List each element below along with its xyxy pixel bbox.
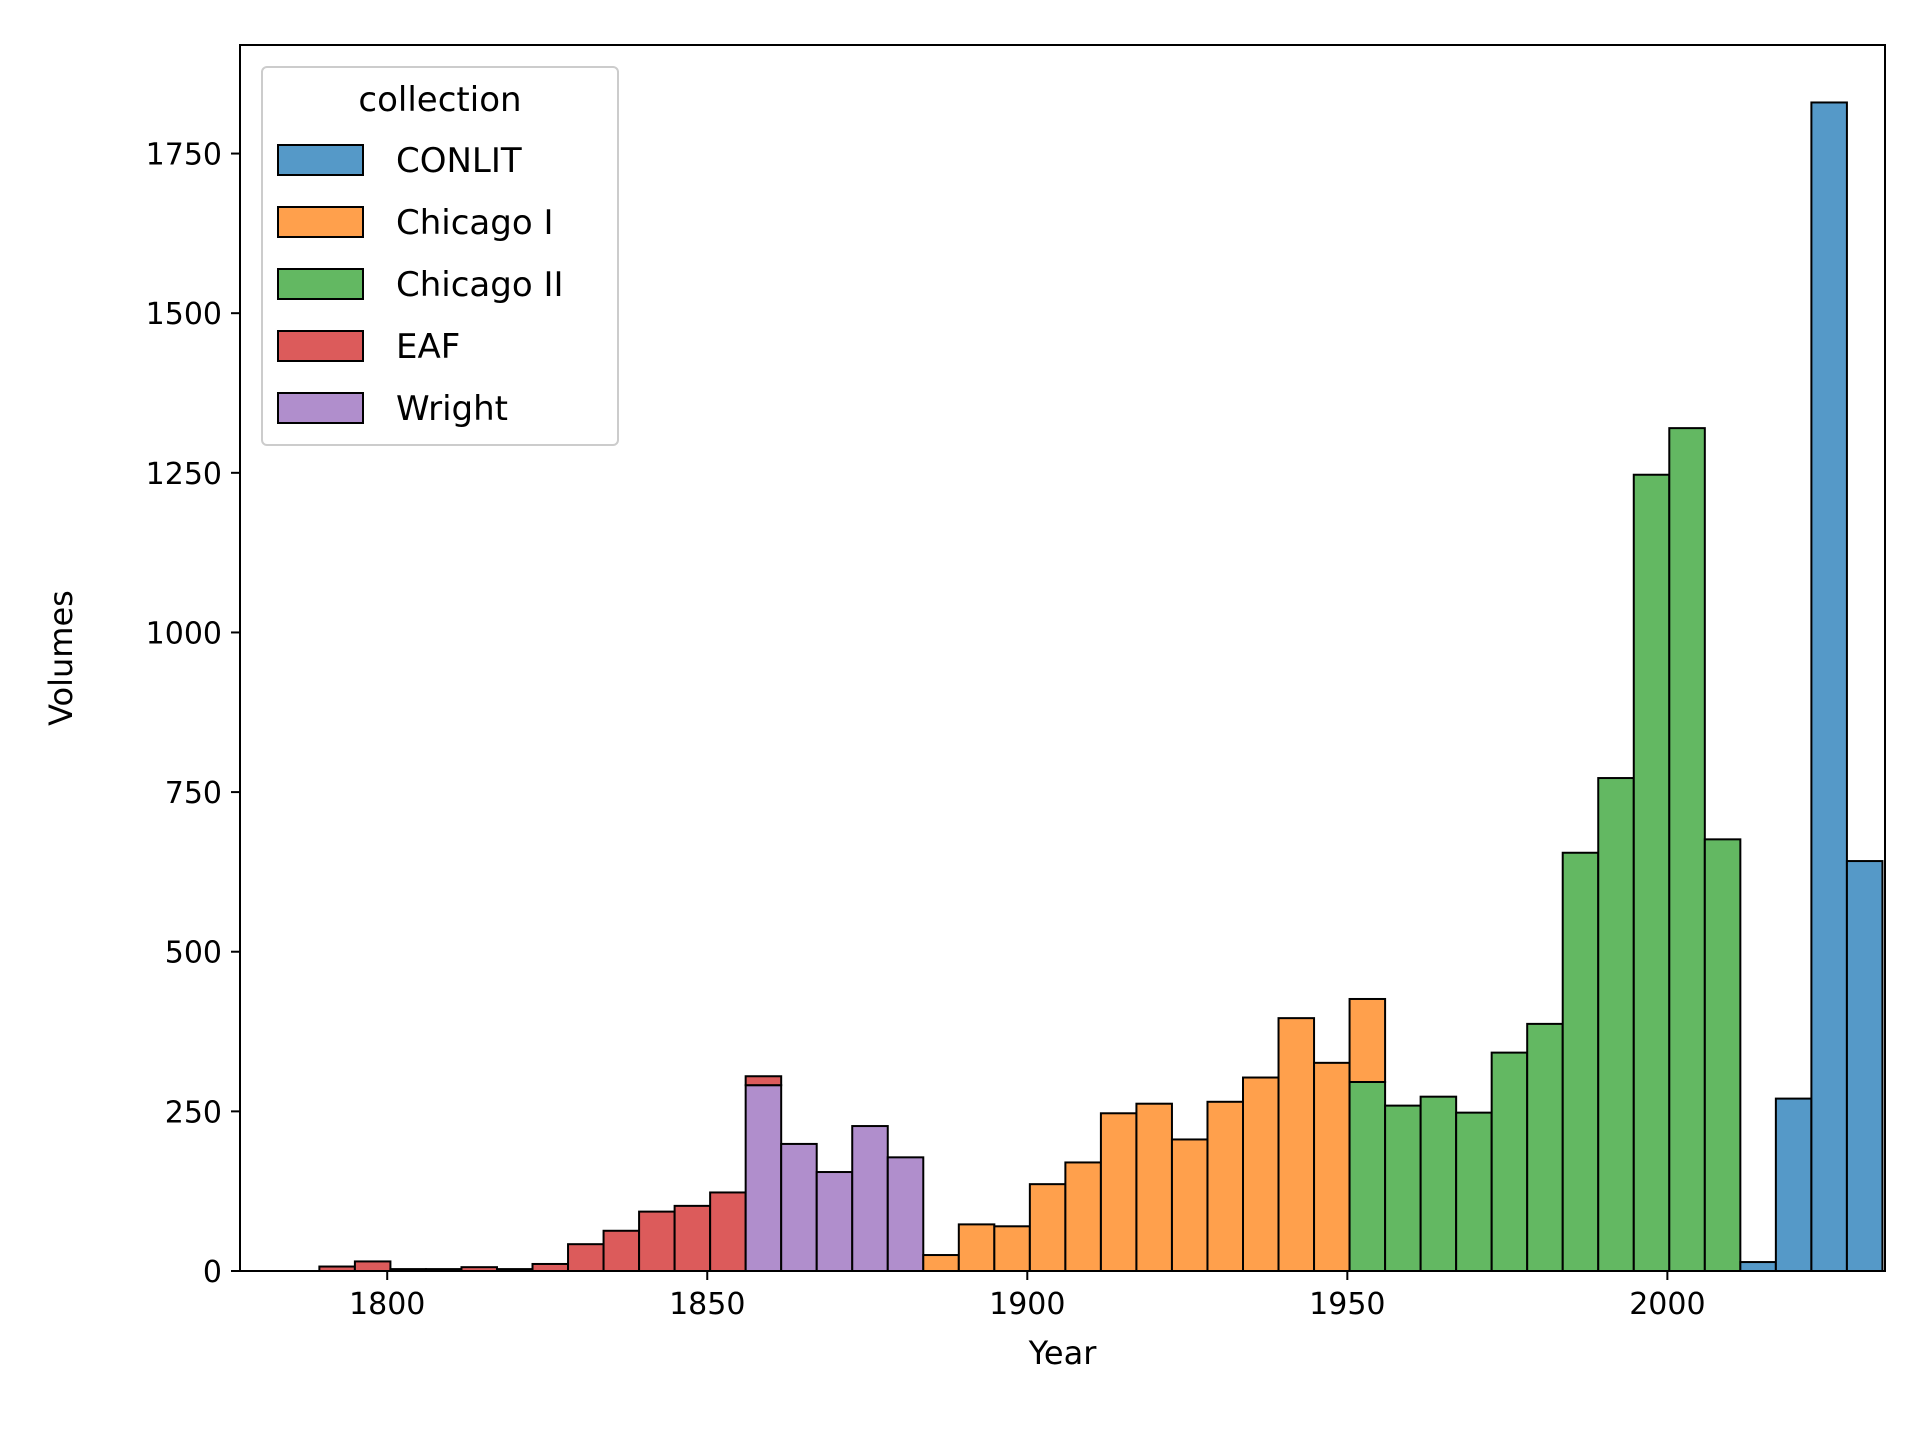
bar-chicago-ii-bin-34: [1526, 1022, 1564, 1273]
legend-label-wright: Wright: [396, 389, 508, 429]
legend-label-chicago-i: Chicago I: [396, 203, 553, 243]
legend-swatch-wright: [277, 392, 364, 424]
x-tick-label-1950: 1950: [1309, 1287, 1385, 1322]
bar-chicago-ii-bin-32: [1455, 1111, 1493, 1273]
bar-chicago-ii-bin-39: [1703, 838, 1742, 1272]
y-tick-label-750: 750: [165, 776, 222, 811]
bar-chicago-ii-bin-33: [1490, 1051, 1529, 1273]
bar-wright-bin-16: [886, 1156, 925, 1273]
y-axis-label: Volumes: [42, 590, 80, 726]
bar-eaf-bin-11: [709, 1191, 747, 1272]
legend-swatch-conlit: [277, 144, 364, 176]
bar-conlit-bin-41: [1774, 1097, 1813, 1272]
x-tick-label-1850: 1850: [669, 1287, 745, 1322]
bars-group: [318, 101, 1884, 1273]
y-tick-label-0: 0: [203, 1255, 222, 1290]
bar-wright-bin-12: [744, 1084, 783, 1272]
bar-chicago-i-bin-21: [1064, 1161, 1102, 1272]
legend-title: collection: [358, 80, 521, 120]
x-axis-label: Year: [1028, 1334, 1098, 1372]
bar-chicago-i-bin-28: [1313, 1061, 1351, 1273]
bar-eaf-bin-6: [531, 1262, 570, 1273]
legend-swatch-chicago-i: [277, 206, 364, 238]
legend-swatch-chicago-ii: [277, 268, 364, 300]
x-tick-label-1800: 1800: [349, 1287, 425, 1322]
legend-label-eaf: EAF: [396, 327, 460, 367]
bar-chicago-i-bin-19: [993, 1225, 1031, 1273]
bar-chicago-i-bin-22: [1099, 1112, 1138, 1272]
x-tick-label-2000: 2000: [1629, 1287, 1705, 1322]
bar-eaf-bin-9: [638, 1210, 676, 1272]
bar-conlit-bin-42: [1810, 101, 1848, 1272]
legend-label-conlit: CONLIT: [396, 141, 522, 181]
bar-wright-bin-13: [780, 1142, 818, 1272]
y-axis-ticks: 0 250 500 750 1000 1250 1500 1750: [146, 138, 240, 1290]
bar-conlit-bin-40: [1739, 1261, 1777, 1273]
bar-eaf-bin-12: [744, 1075, 783, 1087]
bar-chicago-i-bin-24: [1170, 1138, 1209, 1273]
plot-frame: [239, 44, 1886, 1272]
y-tick-label-1750: 1750: [146, 138, 222, 173]
bar-chicago-i-bin-17: [922, 1254, 960, 1273]
bar-chicago-i-bin-27: [1277, 1017, 1316, 1273]
bar-eaf-bin-10: [673, 1204, 712, 1273]
bar-chicago-ii-bin-30: [1384, 1104, 1422, 1272]
bar-wright-bin-14: [815, 1171, 854, 1272]
bar-chicago-ii-bin-31: [1419, 1095, 1458, 1272]
bar-chicago-i-bin-26: [1242, 1076, 1280, 1272]
bar-chicago-i-bin-18: [957, 1223, 996, 1273]
legend-label-chicago-ii: Chicago II: [396, 265, 564, 305]
bar-chicago-i-bin-23: [1135, 1102, 1173, 1272]
legend-entries: CONLIT Chicago I Chicago II EAF Wright: [277, 141, 564, 429]
y-tick-label-1250: 1250: [146, 457, 222, 492]
bar-eaf-bin-8: [602, 1229, 641, 1272]
legend-swatch-eaf: [277, 330, 364, 362]
y-tick-label-1000: 1000: [146, 616, 222, 651]
bar-wright-bin-15: [851, 1125, 889, 1272]
legend: collection CONLIT Chicago I Chicago II EAF W…: [261, 66, 619, 446]
bar-chicago-i-bin-29: [1348, 997, 1387, 1083]
bar-chicago-i-bin-25: [1206, 1100, 1245, 1273]
bar-chicago-ii-bin-29: [1348, 1080, 1387, 1273]
bar-chicago-ii-bin-35: [1561, 851, 1600, 1272]
y-tick-label-250: 250: [165, 1095, 222, 1130]
bar-eaf-bin-7: [567, 1243, 605, 1273]
x-axis-ticks: 1800 1850 1900 1950 2000: [349, 1271, 1706, 1322]
bar-chicago-ii-bin-36: [1597, 777, 1635, 1272]
bar-chicago-i-bin-20: [1028, 1183, 1067, 1272]
bar-chicago-ii-bin-37: [1632, 473, 1671, 1273]
bar-conlit-bin-43: [1845, 860, 1884, 1273]
x-tick-label-1900: 1900: [989, 1287, 1065, 1322]
bar-eaf-bin-1: [353, 1260, 392, 1272]
y-tick-label-500: 500: [165, 936, 222, 971]
y-tick-label-1500: 1500: [146, 297, 222, 332]
bar-chicago-ii-bin-38: [1668, 427, 1706, 1272]
